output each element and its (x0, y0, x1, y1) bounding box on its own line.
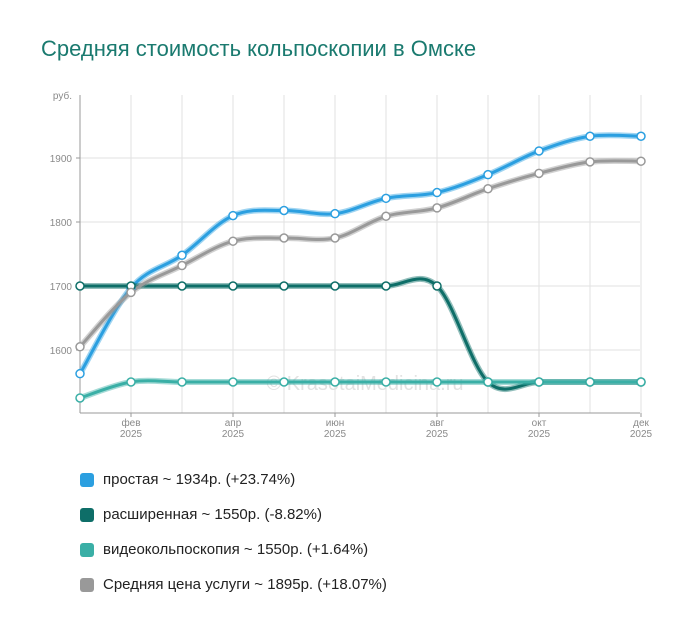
data-point[interactable] (330, 377, 340, 387)
data-point[interactable] (534, 377, 544, 387)
data-point[interactable] (483, 183, 493, 194)
y-axis-label: руб. (53, 90, 72, 102)
data-point[interactable] (330, 281, 340, 291)
y-tick-label: 1700 (50, 282, 73, 293)
data-point[interactable] (483, 377, 493, 387)
data-point[interactable] (228, 377, 238, 387)
data-point[interactable] (585, 131, 595, 141)
data-point[interactable] (177, 377, 187, 387)
x-tick-label: фев (121, 417, 140, 429)
watermark-text: © KrasotaiMedicina.ru (266, 373, 463, 395)
axes: 1600170018001900руб.фев2025апр2025июн202… (50, 90, 653, 440)
x-tick-label-year: 2025 (528, 429, 551, 440)
x-tick-label: окт (532, 418, 547, 429)
data-point[interactable] (126, 287, 136, 298)
data-point[interactable] (534, 146, 544, 156)
data-point[interactable] (228, 281, 238, 291)
y-tick-label: 1900 (50, 154, 73, 165)
data-point[interactable] (177, 281, 187, 291)
data-point[interactable] (279, 377, 289, 387)
data-point[interactable] (432, 187, 442, 198)
x-tick-label-year: 2025 (324, 429, 347, 440)
data-point[interactable] (585, 377, 595, 387)
series-line-halo-3 (77, 157, 644, 350)
data-point[interactable] (177, 250, 187, 261)
data-point[interactable] (75, 393, 85, 403)
legend-swatch (80, 577, 94, 592)
y-tick-label: 1600 (50, 346, 73, 357)
data-point[interactable] (126, 377, 136, 387)
x-tick-label: дек (633, 418, 649, 429)
legend-item[interactable]: простая ~ 1934р. (+23.74%) (80, 462, 387, 497)
data-point[interactable] (534, 168, 544, 179)
x-tick-label: авг (430, 418, 445, 429)
data-point[interactable] (75, 281, 85, 291)
x-tick-label: апр (225, 418, 242, 429)
y-tick-label: 1800 (50, 218, 73, 229)
x-tick-label-year: 2025 (222, 429, 245, 440)
legend: простая ~ 1934р. (+23.74%) расширенная ~ … (80, 462, 387, 602)
legend-item[interactable]: расширенная ~ 1550р. (-8.82%) (80, 497, 387, 532)
data-point[interactable] (279, 281, 289, 291)
x-tick-label: июн (326, 418, 345, 429)
series-lines (77, 132, 644, 401)
x-tick-label-year: 2025 (426, 429, 449, 440)
data-point[interactable] (177, 260, 187, 271)
data-point[interactable] (636, 377, 646, 387)
data-point[interactable] (228, 236, 238, 246)
legend-swatch (80, 542, 94, 557)
data-point[interactable] (432, 377, 442, 387)
legend-item[interactable]: видеокольпоскопия ~ 1550р. (+1.64%) (80, 532, 387, 567)
x-tick-label-year: 2025 (630, 429, 653, 440)
data-point[interactable] (228, 210, 238, 221)
legend-item[interactable]: Средняя цена услуги ~ 1895р. (+18.07%) (80, 567, 387, 602)
data-point[interactable] (381, 377, 391, 387)
data-point[interactable] (636, 156, 646, 166)
legend-label: простая ~ 1934р. (+23.74%) (103, 471, 296, 488)
data-point[interactable] (636, 131, 646, 141)
legend-label: расширенная ~ 1550р. (-8.82%) (103, 506, 322, 523)
data-point[interactable] (432, 281, 442, 291)
data-point[interactable] (483, 169, 493, 180)
legend-label: Средняя цена услуги ~ 1895р. (+18.07%) (103, 576, 387, 593)
data-point[interactable] (381, 281, 391, 291)
legend-swatch (80, 507, 94, 522)
data-point[interactable] (75, 368, 85, 379)
data-point[interactable] (279, 205, 289, 216)
series-line-3 (78, 159, 643, 349)
x-tick-label-year: 2025 (120, 429, 143, 440)
data-point[interactable] (279, 233, 289, 243)
data-point[interactable] (330, 233, 340, 243)
data-point[interactable] (75, 342, 85, 352)
data-point[interactable] (330, 208, 340, 219)
data-point[interactable] (381, 211, 391, 221)
line-chart: © KrasotaiMedicina.ru 1600 1700 1800 1900 ру… (50, 90, 653, 440)
data-point[interactable] (381, 193, 391, 204)
legend-label: видеокольпоскопия ~ 1550р. (+1.64%) (103, 541, 369, 558)
chart-title: Средняя стоимость кольпоскопии в Омске (41, 36, 477, 61)
legend-swatch (80, 472, 94, 487)
data-point[interactable] (432, 203, 442, 213)
series-points (75, 131, 646, 403)
data-point[interactable] (585, 157, 595, 167)
